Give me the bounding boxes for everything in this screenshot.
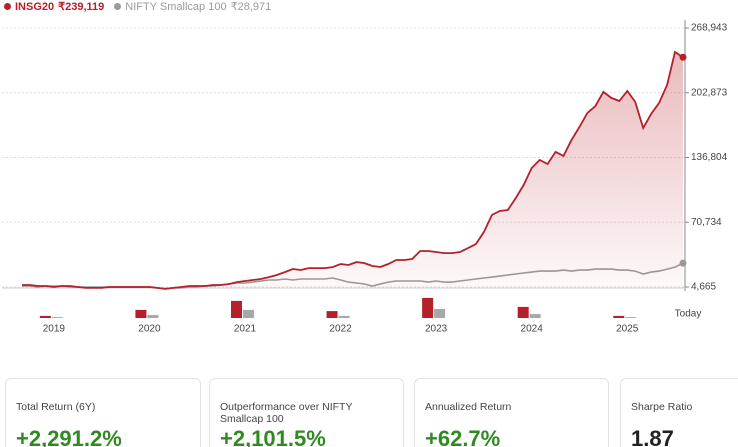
card-value: +2,291.2% <box>16 426 122 447</box>
stat-card: Outperformance over NIFTY Smallcap 100 +… <box>209 378 404 447</box>
legend-label: INSG20 <box>15 0 55 13</box>
bar <box>135 309 147 318</box>
legend-item: INSG20 ₹239,119 <box>4 0 104 13</box>
bar <box>434 309 446 318</box>
card-value: 1.87 <box>631 426 674 447</box>
card-label: Total Return (6Y) <box>16 401 96 413</box>
card-value: +62.7% <box>425 426 501 447</box>
bar <box>39 315 51 318</box>
legend-value: ₹239,119 <box>58 1 105 13</box>
x-tick-label: 2023 <box>425 324 448 335</box>
y-tick-label: 202,873 <box>691 87 728 98</box>
bar <box>326 311 338 318</box>
x-tick-label: 2019 <box>43 324 66 335</box>
y-tick-label: 4,665 <box>691 282 716 293</box>
legend-value: ₹28,971 <box>230 1 272 13</box>
card-label: Sharpe Ratio <box>631 401 693 413</box>
y-tick-label: 268,943 <box>691 23 728 34</box>
stat-card: Sharpe Ratio 1.87 <box>620 378 738 447</box>
x-tick-label: Today <box>675 309 702 320</box>
legend-swatch <box>114 3 122 10</box>
x-tick-label: 2021 <box>234 324 257 335</box>
y-tick-label: 136,804 <box>691 152 728 163</box>
x-tick-label: 2022 <box>329 324 352 335</box>
bar <box>517 306 529 318</box>
bar <box>230 300 242 318</box>
bar <box>338 315 350 318</box>
x-tick-label: 2025 <box>616 324 639 335</box>
stat-card: Total Return (6Y) +2,291.2% <box>5 378 201 447</box>
bar <box>529 314 541 318</box>
y-tick-label: 70,734 <box>691 217 722 228</box>
end-marker <box>679 53 687 61</box>
x-tick-label: 2020 <box>138 324 161 335</box>
legend: INSG20 ₹239,119 NIFTY Smallcap 100 ₹28,971 <box>4 0 271 13</box>
bar <box>147 315 159 318</box>
bar <box>422 297 434 318</box>
bar <box>51 317 63 318</box>
card-label: Annualized Return <box>425 401 512 413</box>
card-label: Outperformance over NIFTY Smallcap 100 <box>220 401 353 425</box>
bar <box>242 309 254 318</box>
card-value: +2,101.5% <box>220 426 326 447</box>
legend-label: NIFTY Smallcap 100 <box>125 0 227 13</box>
stat-card: Annualized Return +62.7% <box>414 378 609 447</box>
legend-swatch <box>4 3 11 10</box>
area <box>22 52 683 289</box>
chart: 4,665 70,734 136,804 202,873 268,943 2019 2020… <box>2 20 728 335</box>
x-tick-label: 2024 <box>521 324 544 335</box>
line <box>22 50 684 290</box>
bar <box>625 317 637 318</box>
legend-item: NIFTY Smallcap 100 ₹28,971 <box>114 0 271 13</box>
bar <box>613 315 625 318</box>
